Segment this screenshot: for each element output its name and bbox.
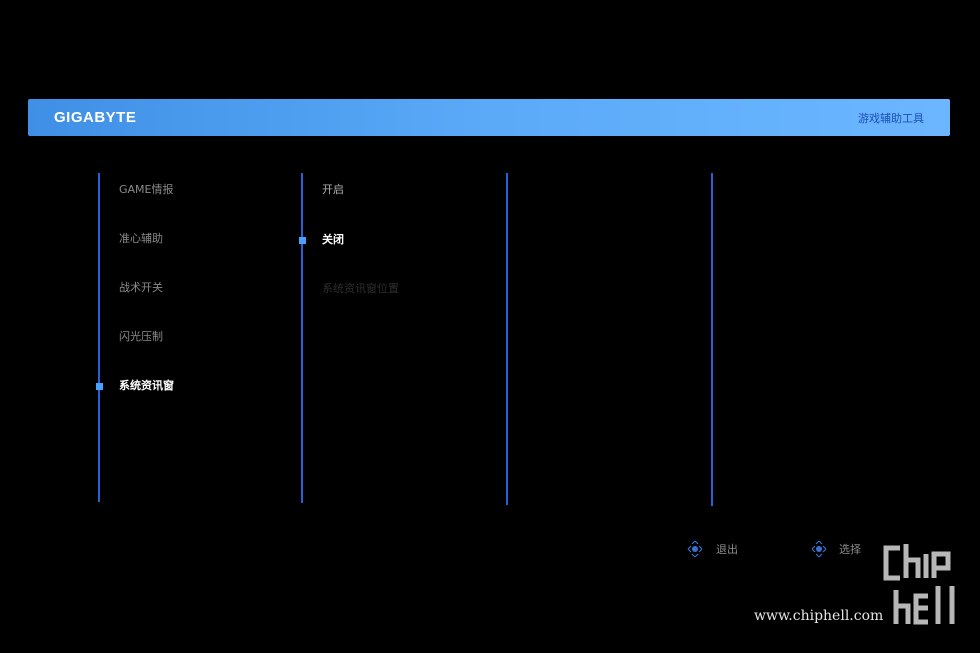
menu-item[interactable]: 准心辅助 [119,232,163,245]
watermark-url: www.chiphell.com [754,608,884,624]
hint-label: 退出 [716,543,738,556]
column-line [301,173,303,503]
menu-item[interactable]: GAME情报 [119,183,174,196]
column-line [98,173,100,502]
watermark-logo [883,544,955,625]
header-bar: GIGABYTE 游戏辅助工具 [28,99,950,136]
hint-label: 选择 [839,543,861,556]
brand-logo: GIGABYTE [54,109,137,126]
joystick-icon [687,540,703,558]
option-item: 系统资讯窗位置 [322,282,399,295]
header-title: 游戏辅助工具 [858,112,924,125]
menu-item[interactable]: 闪光压制 [119,330,163,343]
joystick-icon [811,540,827,558]
column-line [711,173,713,506]
menu-item[interactable]: 系统资讯窗 [119,379,174,392]
column-line [506,173,508,505]
selection-marker [96,383,103,390]
option-item[interactable]: 关闭 [322,233,344,246]
selection-marker [299,237,306,244]
option-item[interactable]: 开启 [322,183,344,196]
menu-item[interactable]: 战术开关 [119,281,163,294]
